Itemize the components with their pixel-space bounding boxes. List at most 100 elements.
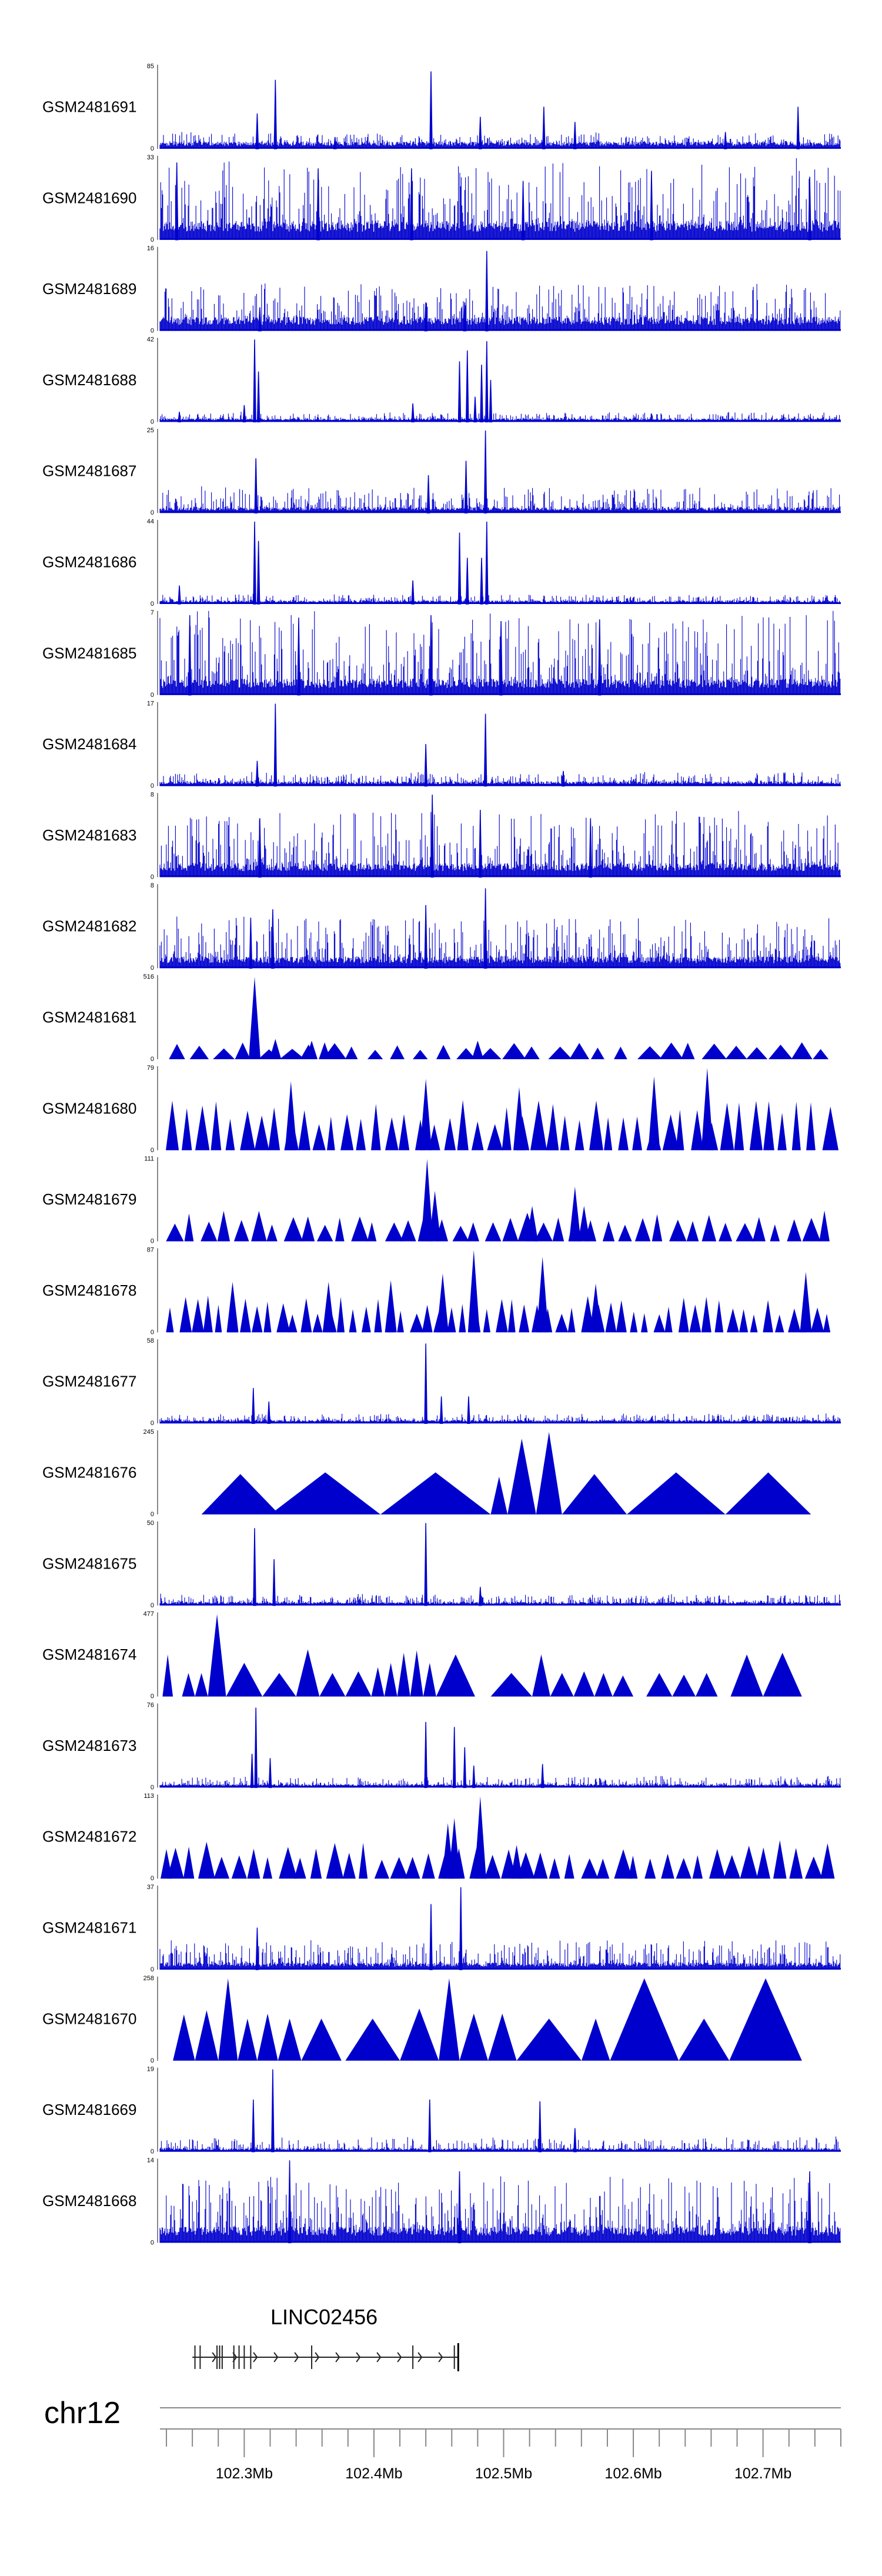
signal-segment: [310, 1848, 322, 1879]
signal-segment: [679, 2018, 730, 2061]
track-gsm2481673: GSM2481673 76 0: [42, 1701, 841, 1791]
track-label: GSM2481677: [42, 1373, 136, 1390]
signal-peak: [258, 818, 262, 878]
signal-peak: [480, 558, 483, 605]
signal-segment: [691, 1110, 704, 1150]
signal-segment: [173, 2014, 195, 2061]
signal-peak: [578, 1206, 590, 1242]
strand-arrow: [417, 2352, 423, 2363]
track-label: GSM2481680: [42, 1099, 136, 1117]
signal-peak: [254, 458, 258, 513]
signal-segment: [166, 1307, 174, 1333]
track-label: GSM2481681: [42, 1009, 136, 1026]
signal-peak: [410, 168, 413, 241]
signal-segment: [549, 1858, 560, 1879]
signal-segment: [166, 1223, 184, 1242]
signal-segment: [560, 1116, 570, 1150]
signal-segment: [819, 1210, 830, 1242]
signal-peak: [485, 251, 489, 332]
signal-segment: [479, 1048, 502, 1059]
strand-arrow: [212, 2352, 217, 2363]
signal-bars: [159, 283, 841, 331]
y-min-label: 0: [151, 1056, 154, 1063]
signal-peak: [285, 1081, 297, 1150]
signal-baseline: [160, 2150, 841, 2152]
track-label: GSM2481688: [42, 371, 136, 389]
strand-arrow: [376, 2352, 382, 2363]
signal-segment: [208, 1614, 226, 1697]
signal-segment: [596, 1858, 610, 1879]
signal-segment: [225, 1119, 235, 1150]
signal-peak: [319, 1042, 331, 1059]
signal-peak: [420, 1079, 432, 1150]
signal-segment: [316, 1224, 333, 1242]
signal-peak: [463, 1747, 467, 1788]
signal-segment: [749, 1100, 763, 1150]
signal-segment: [345, 1671, 372, 1697]
y-min-label: 0: [151, 1784, 154, 1791]
signal-segment: [240, 1299, 251, 1333]
signal-segment: [413, 1050, 428, 1059]
signal-segment: [610, 1978, 679, 2061]
signal-peak: [485, 521, 489, 605]
signal-peak: [288, 2160, 292, 2244]
signal-segment: [398, 1114, 410, 1150]
signal-segment: [283, 1217, 303, 1242]
y-max-label: 85: [147, 63, 154, 70]
y-min-label: 0: [151, 2239, 154, 2246]
signal-segment: [215, 1304, 222, 1333]
signal-baseline: [160, 238, 841, 240]
signal-segment: [422, 1304, 433, 1333]
signal-baseline: [160, 329, 841, 331]
y-max-label: 87: [147, 1246, 154, 1253]
signal-segment: [359, 1843, 368, 1879]
signal-peak: [448, 1818, 460, 1879]
signal-segment: [335, 1217, 345, 1242]
signal-segment: [604, 1117, 613, 1150]
signal-segment: [736, 1223, 754, 1242]
signal-segment: [300, 1298, 312, 1333]
signal-segment: [467, 1222, 479, 1242]
signal-baseline: [160, 602, 841, 604]
signal-segment: [189, 1046, 209, 1059]
signal-bars: [159, 158, 841, 240]
signal-segment: [646, 1673, 673, 1697]
signal-peak: [439, 1396, 443, 1424]
signal-segment: [637, 1046, 663, 1059]
signal-segment: [507, 1299, 516, 1333]
signal-segment: [405, 1857, 420, 1879]
signal-segment: [182, 1108, 192, 1150]
track-label: GSM2481674: [42, 1646, 136, 1663]
signal-peak: [513, 1087, 525, 1150]
signal-segment: [218, 1978, 238, 2061]
signal-segment: [664, 1306, 673, 1333]
signal-segment: [581, 2018, 610, 2061]
signal-segment: [342, 1853, 356, 1879]
strand-arrow: [273, 2352, 279, 2363]
signal-peak: [424, 302, 427, 332]
track-gsm2481681: GSM2481681 516 0: [42, 973, 829, 1063]
signal-segment: [195, 1673, 208, 1697]
signal-segment: [266, 1224, 278, 1242]
signal-segment: [696, 1673, 718, 1697]
signal-peak: [271, 2069, 275, 2153]
signal-segment: [349, 1309, 357, 1333]
signal-baseline: [160, 1786, 841, 1788]
signal-segment: [195, 1105, 210, 1150]
x-tick-label: 102.7Mb: [734, 2465, 791, 2482]
signal-segment: [644, 1858, 656, 1879]
signal-segment: [247, 1848, 260, 1879]
signal-segment: [729, 1978, 802, 2061]
signal-segment: [367, 1222, 377, 1242]
signal-segment: [490, 1673, 532, 1697]
signal-segment: [254, 1115, 269, 1150]
gene-annotation: LINC02456: [192, 2305, 459, 2371]
track-label: GSM2481675: [42, 1554, 136, 1572]
signal-segment: [612, 1675, 634, 1697]
signal-segment: [773, 1840, 787, 1879]
signal-segment: [226, 1663, 263, 1697]
y-max-label: 79: [147, 1065, 154, 1072]
signal-segment: [183, 1846, 195, 1879]
signal-segment: [662, 1114, 679, 1150]
